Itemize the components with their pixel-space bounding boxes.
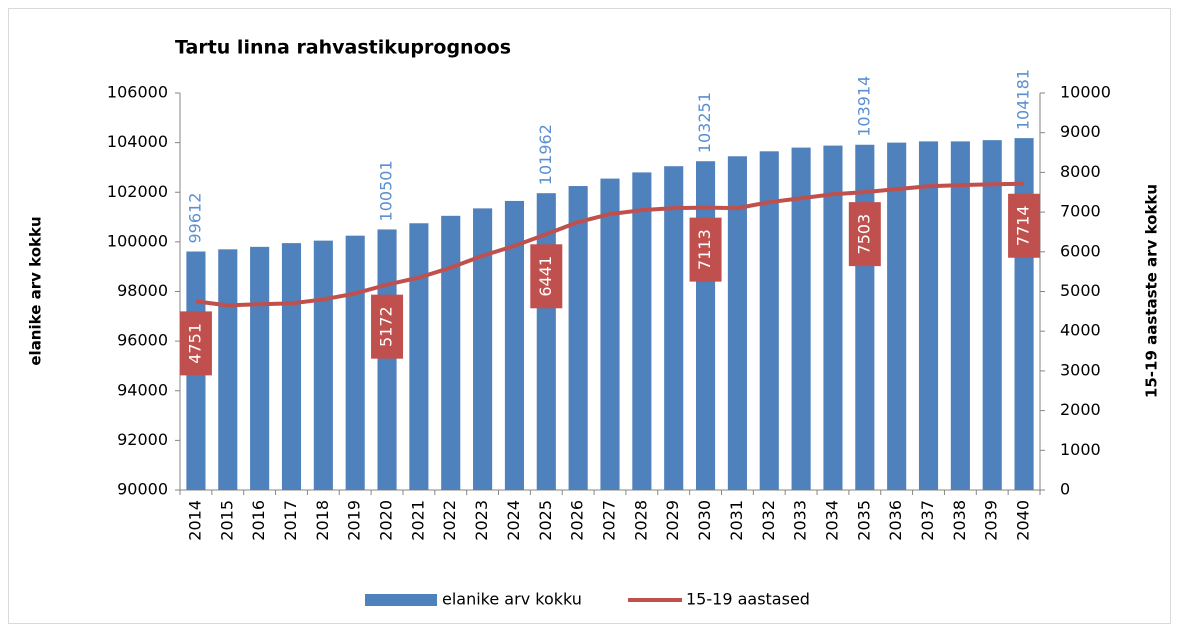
y-tick-label: 102000	[107, 182, 168, 201]
y2-tick-label: 10000	[1060, 83, 1111, 102]
x-tick-label: 2023	[472, 500, 491, 541]
x-tick-label: 2015	[217, 500, 236, 541]
y2-tick-label: 7000	[1060, 202, 1101, 221]
line-label-box	[1008, 193, 1041, 258]
bar	[600, 178, 620, 490]
line-value-label: 7113	[695, 229, 714, 270]
y-tick-label: 92000	[117, 430, 168, 449]
x-tick-label: 2021	[408, 500, 427, 541]
x-tick-label: 2032	[759, 500, 778, 541]
x-tick-label: 2020	[377, 500, 396, 541]
bar	[1014, 138, 1034, 490]
legend-label: 15-19 aastased	[686, 590, 810, 609]
x-tick-label: 2016	[249, 500, 268, 541]
y-tick-label: 94000	[117, 380, 168, 399]
x-tick-label: 2018	[313, 500, 332, 541]
bar	[791, 147, 811, 490]
bar	[759, 151, 779, 490]
bar	[313, 240, 333, 490]
x-tick-label: 2038	[950, 500, 969, 541]
bar	[696, 161, 716, 490]
x-tick-label: 2017	[281, 500, 300, 541]
y-axis-title: elanike arv kokku	[27, 216, 45, 365]
bar	[441, 215, 461, 490]
line-value-label: 4751	[185, 323, 204, 364]
y-tick-label: 90000	[117, 480, 168, 499]
line-label-box	[848, 202, 881, 267]
chart-title: Tartu linna rahvastikuprognoos	[175, 37, 511, 59]
bar	[632, 172, 652, 490]
legend-label: elanike arv kokku	[442, 590, 582, 609]
x-tick-label: 2031	[727, 500, 746, 541]
x-tick-label: 2036	[886, 500, 905, 541]
bar	[918, 141, 939, 490]
line	[195, 181, 1025, 308]
bar	[250, 246, 270, 490]
y2-axis-title: 15-19 aastaste arv kokku	[1143, 184, 1161, 398]
y-tick-label: 100000	[107, 231, 168, 250]
y2-tick-label: 9000	[1060, 122, 1101, 141]
bar	[855, 144, 875, 490]
x-tick-label: 2024	[504, 500, 523, 541]
bar	[664, 166, 684, 490]
y2-tick-label: 8000	[1060, 162, 1101, 181]
y2-tick-label: 0	[1060, 480, 1070, 499]
line-label-box	[689, 217, 722, 282]
bar-value-label: 103251	[695, 92, 714, 153]
x-tick-label: 2022	[440, 500, 459, 541]
y2-tick-label: 2000	[1060, 400, 1101, 419]
x-tick-label: 2033	[791, 500, 810, 541]
x-tick-label: 2027	[600, 500, 619, 541]
bar	[887, 142, 907, 490]
bar	[950, 141, 970, 490]
y-tick-label: 106000	[107, 83, 168, 102]
line-value-label: 6441	[536, 256, 555, 297]
y2-tick-label: 3000	[1060, 360, 1101, 379]
x-tick-label: 2026	[568, 500, 587, 541]
x-tick-label: 2037	[918, 500, 937, 541]
y2-tick-label: 6000	[1060, 241, 1101, 260]
line-value-label: 5172	[377, 306, 396, 347]
line-label-box	[179, 311, 212, 376]
bar	[218, 249, 238, 490]
x-tick-label: 2025	[536, 500, 555, 541]
bar	[281, 243, 302, 490]
x-tick-label: 2034	[822, 500, 841, 541]
x-tick-label: 2035	[854, 500, 873, 541]
line-label-box	[530, 244, 563, 309]
bar-value-label: 99612	[185, 193, 204, 244]
bar	[823, 145, 843, 491]
bar	[504, 200, 524, 490]
x-tick-label: 2029	[663, 500, 682, 541]
bar	[377, 229, 397, 490]
bar	[409, 223, 429, 490]
x-tick-label: 2028	[631, 500, 650, 541]
bar-value-label: 103914	[854, 76, 873, 137]
line-value-label: 7714	[1014, 205, 1033, 246]
y-tick-label: 96000	[117, 331, 168, 350]
x-tick-label: 2030	[695, 500, 714, 541]
y-tick-label: 98000	[117, 281, 168, 300]
bar	[727, 156, 747, 490]
y2-tick-label: 1000	[1060, 440, 1101, 459]
x-tick-label: 2014	[185, 500, 204, 541]
bar	[982, 140, 1002, 491]
bar-value-label: 104181	[1014, 69, 1033, 130]
bar-value-label: 100501	[377, 160, 396, 221]
y2-tick-label: 4000	[1060, 321, 1101, 340]
bar-value-label: 101962	[536, 124, 555, 185]
x-tick-label: 2040	[1014, 500, 1033, 541]
x-tick-label: 2019	[345, 500, 364, 541]
y2-tick-label: 5000	[1060, 281, 1101, 300]
bar	[345, 235, 365, 490]
legend-swatch	[365, 594, 437, 606]
line-label-box	[371, 294, 404, 359]
line-value-label: 7503	[854, 214, 873, 255]
bar	[568, 186, 588, 490]
bar	[473, 208, 493, 491]
x-tick-label: 2039	[982, 500, 1001, 541]
y-tick-label: 104000	[107, 132, 168, 151]
